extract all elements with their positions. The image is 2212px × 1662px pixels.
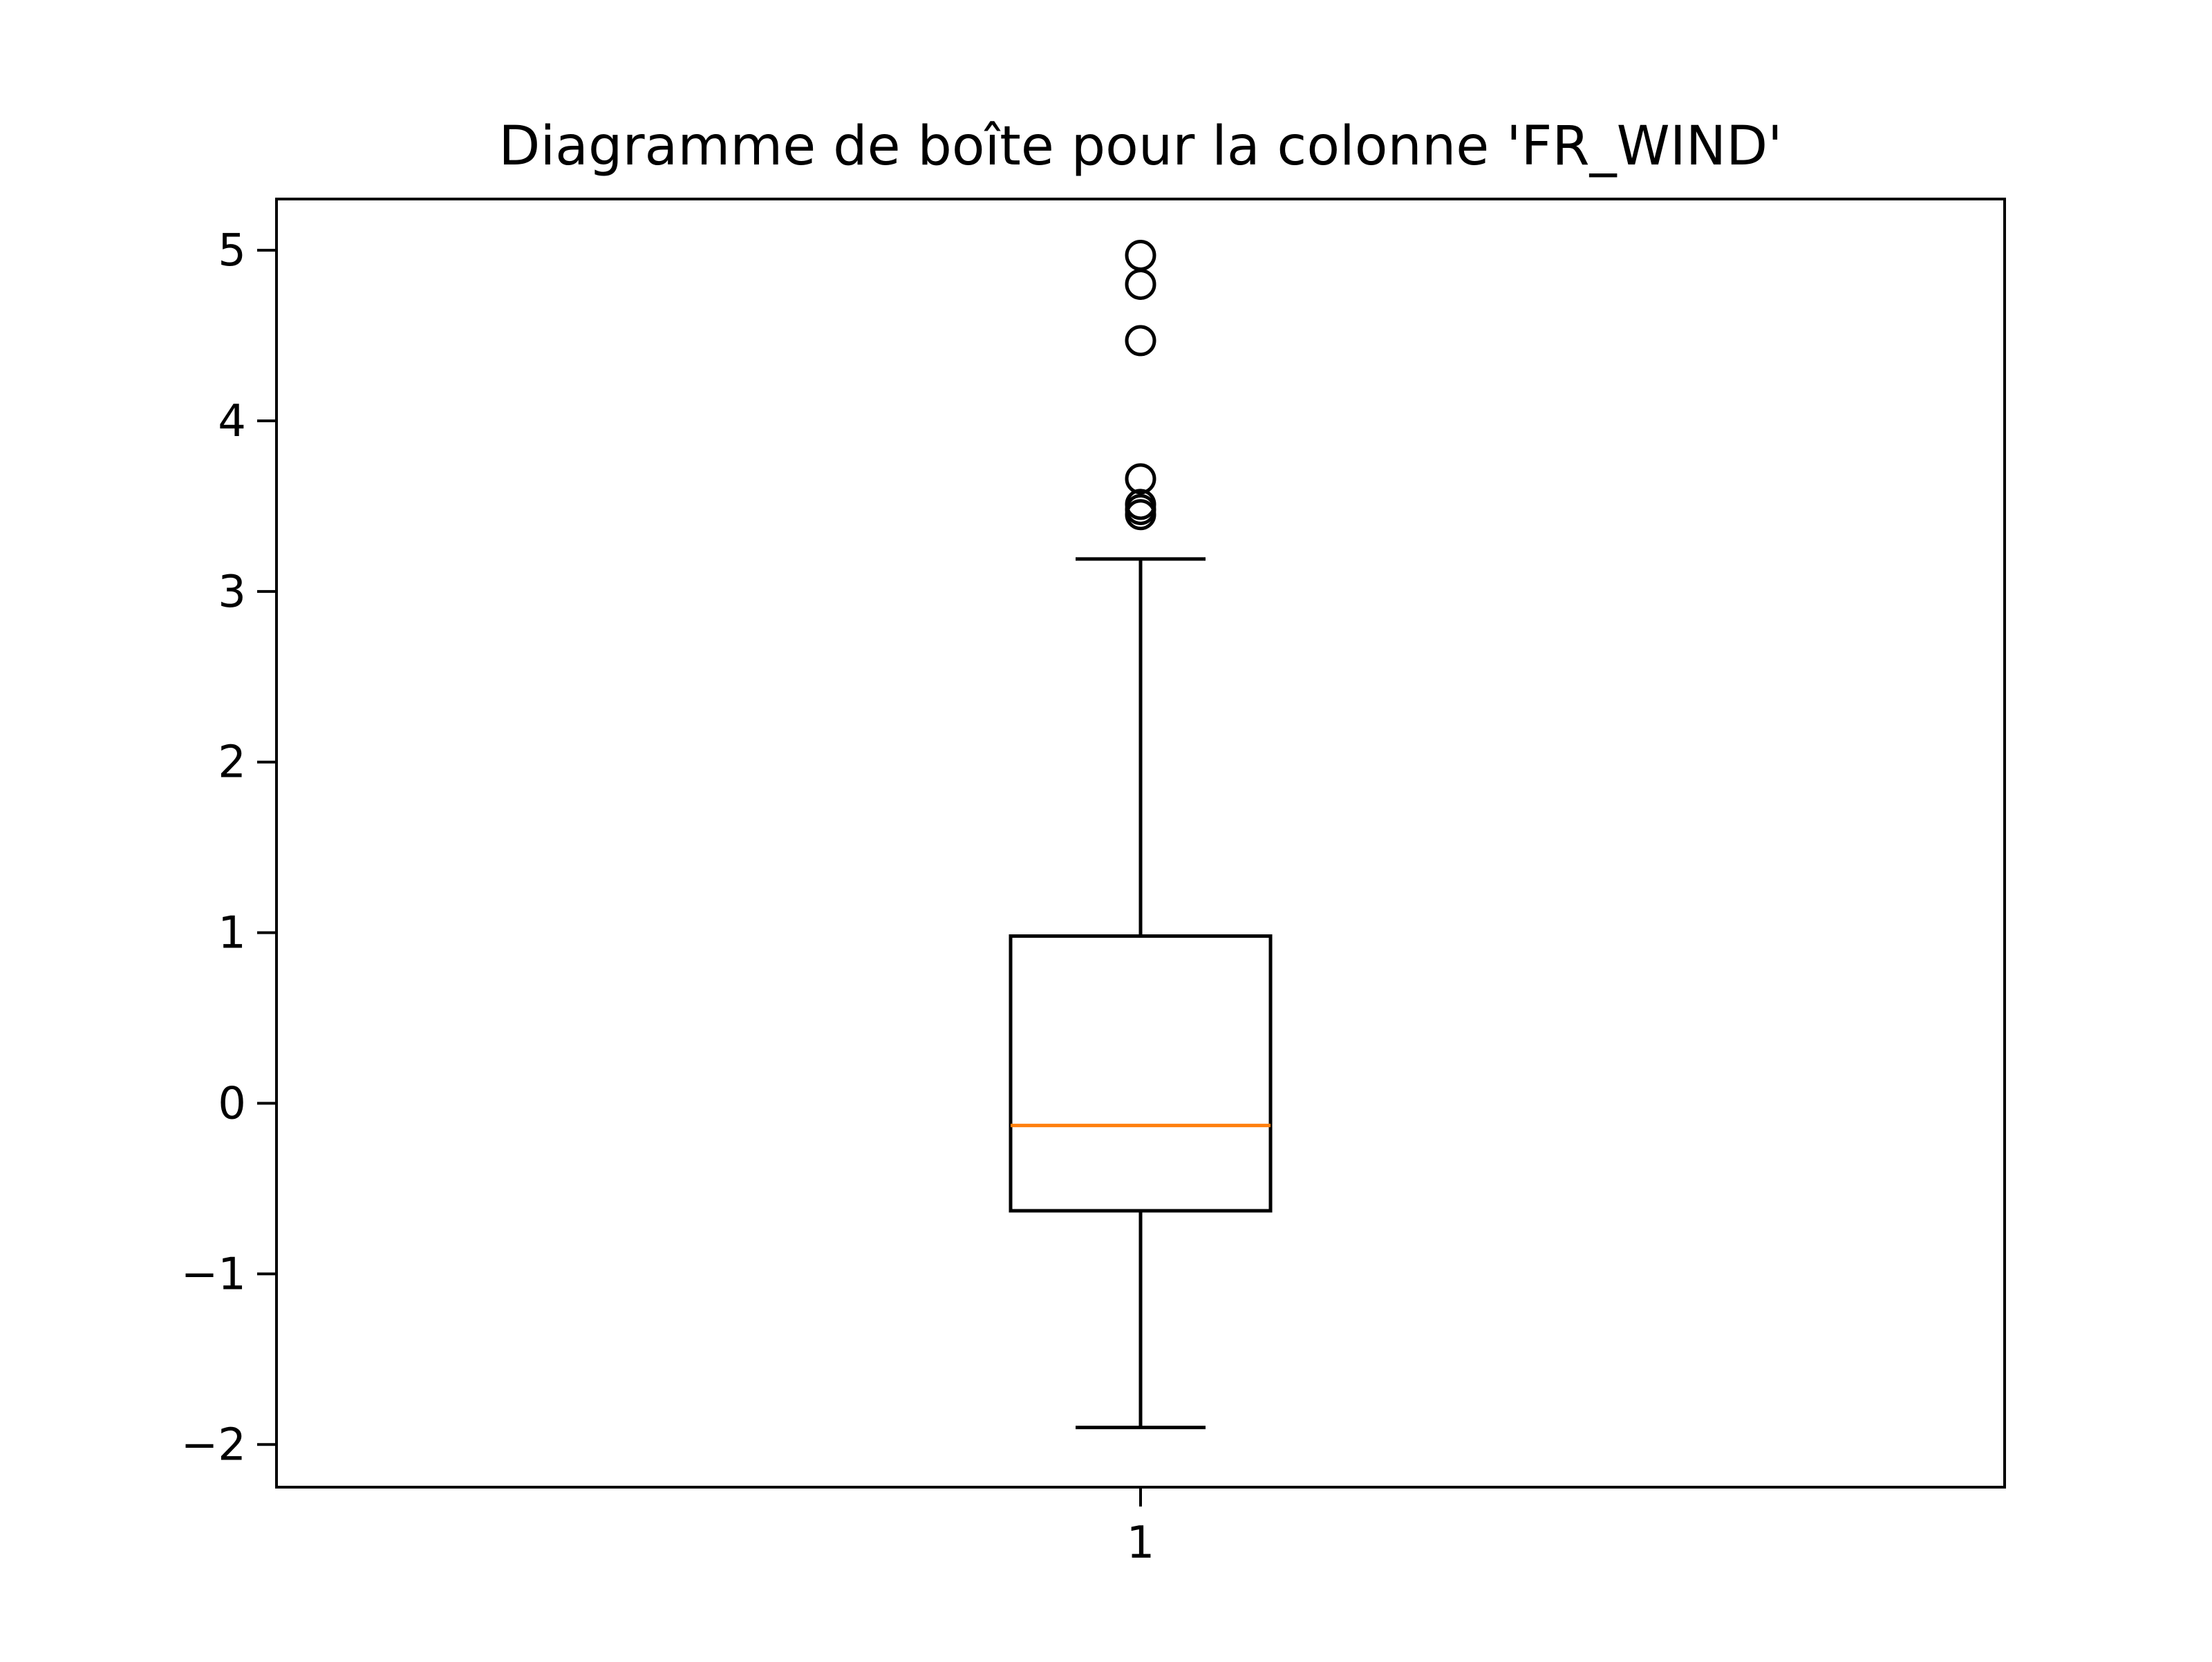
outlier-point	[1125, 268, 1156, 300]
y-tick-label: 5	[218, 225, 246, 276]
plot-area-frame	[275, 198, 2006, 1489]
outlier-point	[1125, 463, 1156, 495]
y-tick-label: 0	[218, 1079, 246, 1130]
y-tick-label: 2	[218, 737, 246, 788]
outlier-point	[1125, 325, 1156, 357]
y-tick-label: 1	[218, 908, 246, 959]
y-tick-label: −2	[181, 1419, 246, 1471]
iqr-box	[1009, 934, 1273, 1213]
y-tick-label: −1	[181, 1249, 246, 1300]
y-tick-label: 3	[218, 567, 246, 618]
x-tick-label: 1	[1127, 1518, 1155, 1569]
outlier-point	[1125, 489, 1156, 520]
y-tick-label: 4	[218, 396, 246, 447]
outlier-point	[1125, 239, 1156, 271]
chart-title: Diagramme de boîte pour la colonne 'FR_W…	[498, 115, 1782, 178]
